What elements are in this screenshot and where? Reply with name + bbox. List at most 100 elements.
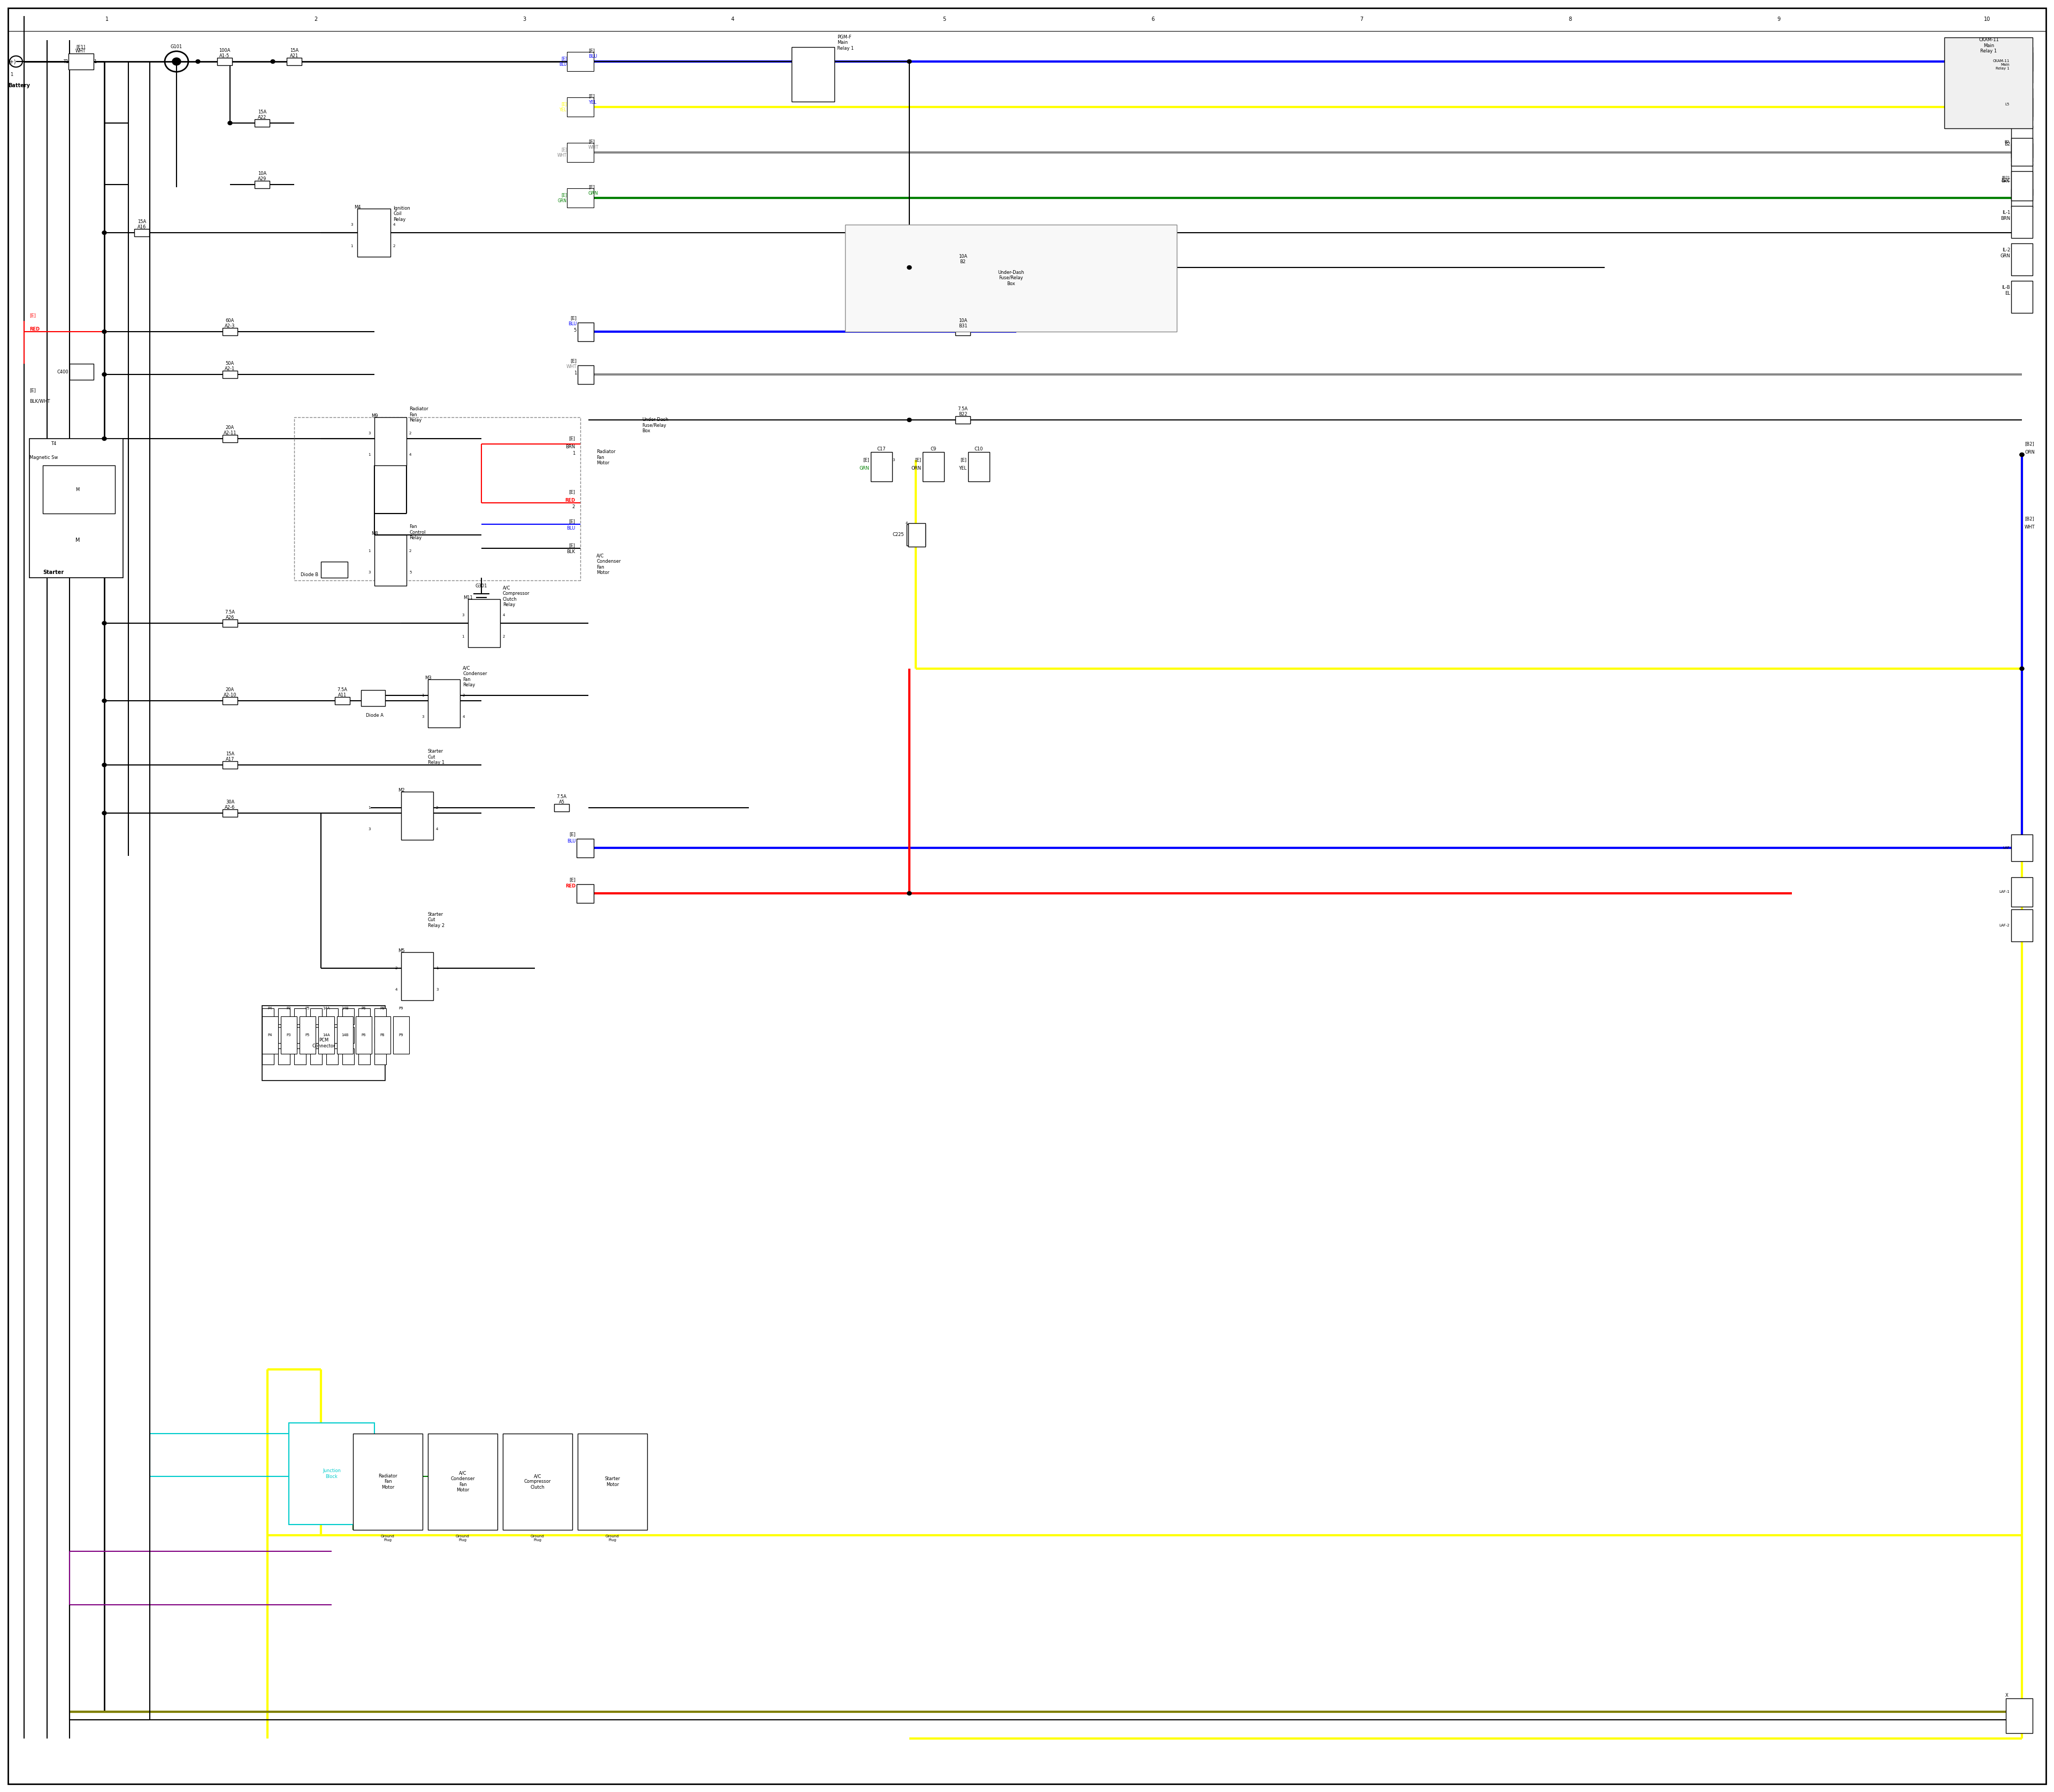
Bar xyxy=(263,1016,277,1054)
Text: [E]: [E] xyxy=(569,878,575,882)
Bar xyxy=(222,328,238,335)
Text: 2: 2 xyxy=(435,806,438,810)
Bar xyxy=(277,1009,290,1025)
Text: PGM-F
Main
Relay 1: PGM-F Main Relay 1 xyxy=(838,34,854,50)
Text: [E]: [E] xyxy=(569,831,575,837)
Bar xyxy=(357,1009,370,1025)
Text: 14B: 14B xyxy=(341,1007,349,1011)
Text: 50A
A2-1: 50A A2-1 xyxy=(224,360,234,371)
Bar xyxy=(567,97,594,116)
Text: ORN: ORN xyxy=(912,466,920,471)
Bar xyxy=(577,839,594,858)
Bar xyxy=(327,1027,339,1043)
Text: BLU: BLU xyxy=(567,323,577,326)
Circle shape xyxy=(103,622,107,625)
Text: 14B: 14B xyxy=(341,1034,349,1038)
Bar xyxy=(2011,878,2033,907)
Bar xyxy=(222,762,238,769)
Bar xyxy=(277,1048,290,1064)
Text: 1: 1 xyxy=(368,806,370,810)
Circle shape xyxy=(195,59,199,63)
Circle shape xyxy=(2019,453,2023,457)
Text: P3: P3 xyxy=(288,1007,292,1011)
Text: 60A
A2-3: 60A A2-3 xyxy=(224,319,236,328)
Bar xyxy=(2011,125,2033,158)
Text: 4: 4 xyxy=(906,521,908,525)
Text: P9: P9 xyxy=(398,1034,403,1038)
Text: 3: 3 xyxy=(351,222,353,226)
Bar xyxy=(255,120,269,127)
Bar xyxy=(2011,47,2033,82)
Text: 15A
A22: 15A A22 xyxy=(257,109,267,120)
Bar xyxy=(374,1016,390,1054)
Text: Starter
Cut
Relay 1: Starter Cut Relay 1 xyxy=(427,749,444,765)
Bar xyxy=(362,690,386,706)
Text: 3: 3 xyxy=(462,613,464,616)
Text: [E]: [E] xyxy=(569,489,575,495)
Circle shape xyxy=(908,418,912,421)
Text: M: M xyxy=(76,538,80,543)
Text: 10: 10 xyxy=(1984,16,1990,22)
Bar xyxy=(955,328,969,335)
Text: 1: 1 xyxy=(94,59,97,65)
Text: [E]: [E] xyxy=(569,435,575,441)
Text: Ground
Plug: Ground Plug xyxy=(606,1534,620,1541)
Text: 14A: 14A xyxy=(322,1007,331,1011)
Bar xyxy=(567,188,594,208)
Circle shape xyxy=(103,812,107,815)
Text: 6: 6 xyxy=(1150,16,1154,22)
Bar xyxy=(2011,88,2033,120)
Text: M2: M2 xyxy=(398,788,405,794)
Text: [E]: [E] xyxy=(959,457,967,462)
Text: C225: C225 xyxy=(891,532,904,538)
Bar xyxy=(427,679,460,728)
Bar xyxy=(263,1027,273,1043)
Bar xyxy=(2007,1699,2033,1733)
Text: 7.5A
A11: 7.5A A11 xyxy=(337,688,347,697)
Text: M: M xyxy=(76,487,80,491)
Text: BLU: BLU xyxy=(567,525,575,530)
Text: RED: RED xyxy=(565,498,575,502)
Text: X: X xyxy=(2005,1693,2009,1699)
Text: M3: M3 xyxy=(425,676,431,681)
Text: [E]: [E] xyxy=(914,457,920,462)
Text: P8: P8 xyxy=(380,1034,384,1038)
Bar xyxy=(300,1016,316,1054)
Text: [E]: [E] xyxy=(587,48,596,54)
Bar xyxy=(222,435,238,443)
Text: P4: P4 xyxy=(267,1007,273,1011)
Text: [E]
BLU: [E] BLU xyxy=(559,56,567,66)
Text: GRN: GRN xyxy=(859,466,869,471)
Bar xyxy=(374,536,407,586)
Circle shape xyxy=(103,437,107,441)
Text: [E]: [E] xyxy=(29,389,35,392)
Bar xyxy=(290,1423,374,1525)
Text: 15A
A16: 15A A16 xyxy=(138,219,146,229)
Text: P5: P5 xyxy=(306,1007,310,1011)
Bar xyxy=(1945,38,2033,129)
Text: 1: 1 xyxy=(368,453,370,457)
Bar xyxy=(2011,909,2033,941)
Bar xyxy=(577,323,594,340)
Bar xyxy=(343,1027,353,1043)
Text: B2: B2 xyxy=(2005,140,2009,143)
Text: M9: M9 xyxy=(372,414,378,419)
Bar xyxy=(2011,281,2033,314)
Bar xyxy=(263,1005,386,1081)
Text: [B2]: [B2] xyxy=(2025,516,2033,521)
Bar xyxy=(374,1027,386,1043)
Text: P4: P4 xyxy=(267,1034,273,1038)
Bar xyxy=(908,523,926,547)
Text: M8: M8 xyxy=(372,532,378,536)
Text: 9: 9 xyxy=(1777,16,1781,22)
Text: 15A
A21: 15A A21 xyxy=(290,48,298,59)
Text: T1: T1 xyxy=(64,59,68,65)
Bar xyxy=(2011,163,2033,195)
Bar xyxy=(255,181,269,188)
Bar xyxy=(310,1027,322,1043)
Text: T4: T4 xyxy=(51,441,55,446)
Bar xyxy=(357,1027,370,1043)
Text: P3: P3 xyxy=(288,1034,292,1038)
Text: C9: C9 xyxy=(930,446,937,452)
Text: 3: 3 xyxy=(368,572,370,573)
